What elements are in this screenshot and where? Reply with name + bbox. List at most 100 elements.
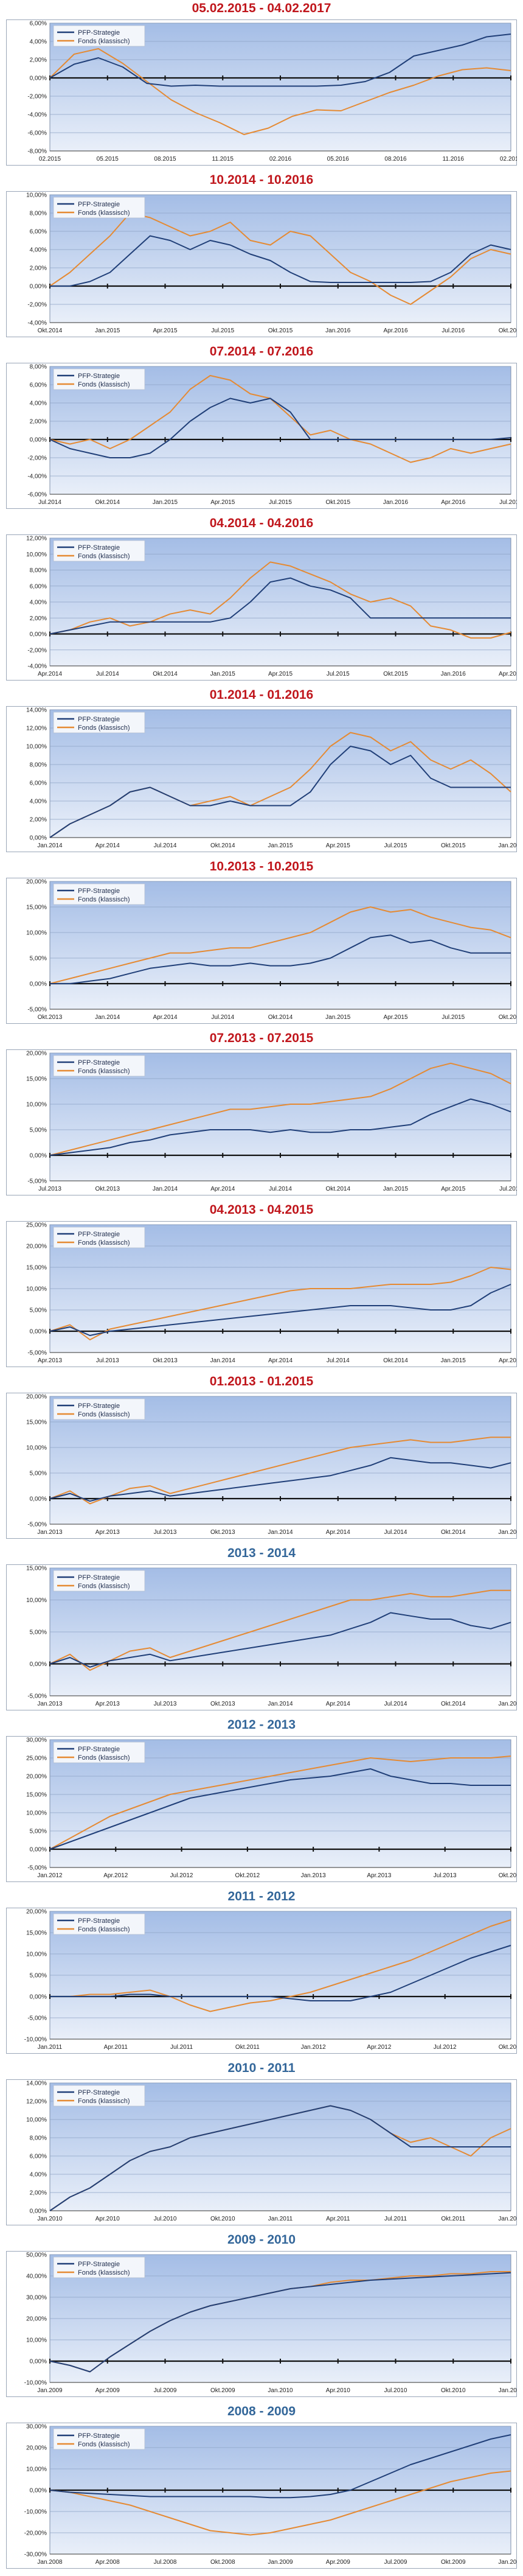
x-tick-label: Apr.2009 <box>95 2387 120 2394</box>
chart-title: 2008 - 2009 <box>227 2404 296 2418</box>
x-tick-label: Okt.2011 <box>235 2044 260 2051</box>
y-tick-label: 0,00% <box>30 437 47 444</box>
y-tick-label: 10,00% <box>26 1597 47 1604</box>
y-tick-label: 0,00% <box>30 284 47 290</box>
legend-label: Fonds (klassisch) <box>78 1754 130 1762</box>
chart-svg: 25,00% 20,00% 15,00% 10,00% 5,00% 0,00% -5,00%… <box>6 1221 517 1367</box>
legend-label: Fonds (klassisch) <box>78 209 130 217</box>
x-tick-label: Jan.2016 <box>498 842 517 849</box>
y-tick-label: 6,00% <box>30 229 47 236</box>
y-tick-label: 12,00% <box>26 536 47 542</box>
x-tick-label: Okt.2014 <box>95 499 120 506</box>
series-line-pfp <box>49 1612 511 1668</box>
chart-title: 10.2014 - 10.2016 <box>209 173 314 187</box>
x-tick-label: Jan.2011 <box>268 2216 293 2222</box>
y-tick-label: 30,00% <box>26 2295 47 2301</box>
y-tick-label: 20,00% <box>26 1394 47 1401</box>
y-tick-label: 15,00% <box>26 1076 47 1083</box>
x-tick-label: Okt.2015 <box>441 842 466 849</box>
y-tick-label: 0,00% <box>30 2208 47 2215</box>
x-tick-label: Okt.2014 <box>210 842 235 849</box>
x-tick-label: Jan.2012 <box>37 1872 63 1879</box>
series-line-pfp <box>50 235 511 287</box>
x-tick-label: Jul.2015 <box>499 1186 517 1192</box>
y-tick-label: -30,00% <box>24 2552 47 2558</box>
y-tick-label: 20,00% <box>26 1244 47 1250</box>
x-tick-label: Okt.2014 <box>268 1014 293 1021</box>
x-tick-label: Apr.2014 <box>38 671 62 677</box>
x-tick-label: 11.2016 <box>443 156 465 163</box>
y-tick-label: 8,00% <box>30 364 47 371</box>
y-tick-label: 10,00% <box>26 2337 47 2344</box>
x-tick-label: Jul.2010 <box>154 2216 177 2222</box>
legend-label: Fonds (klassisch) <box>78 553 130 560</box>
x-tick-label: Apr.2015 <box>210 499 235 506</box>
series-line-pfp <box>50 934 511 984</box>
y-tick-label: -10,00% <box>24 2509 47 2516</box>
legend-label: PFP-Strategie <box>78 2261 120 2268</box>
legend-box <box>53 1913 145 1935</box>
x-tick-label: Jan.2012 <box>498 2216 517 2222</box>
y-tick-label: -2,00% <box>27 647 47 654</box>
legend-label: PFP-Strategie <box>78 544 120 551</box>
y-tick-label: 10,00% <box>26 1102 47 1108</box>
y-tick-label: 10,00% <box>26 192 47 199</box>
chart-panel: 2008 - 2009 30,00% 20,00% 10,00% 0,00% -10,00… <box>0 2403 523 2575</box>
y-tick-label: 0,00% <box>30 75 47 82</box>
x-tick-label: Okt.2014 <box>325 1186 350 1192</box>
x-tick-label: Okt.2010 <box>441 2387 466 2394</box>
y-tick-label: -4,00% <box>27 320 47 327</box>
x-tick-label: Apr.2015 <box>268 671 293 677</box>
y-tick-label: -4,00% <box>27 474 47 480</box>
y-tick-label: -6,00% <box>27 492 47 499</box>
y-tick-label: 20,00% <box>26 1051 47 1057</box>
x-tick-label: Jan.2013 <box>301 1872 327 1879</box>
x-tick-label: Jan.2016 <box>441 671 466 677</box>
x-tick-label: Jul.2014 <box>384 1529 407 1536</box>
y-tick-label: 40,00% <box>26 2273 47 2280</box>
series-line-fonds <box>49 906 511 984</box>
chart-title: 10.2013 - 10.2015 <box>209 859 314 873</box>
series-line-fonds <box>49 1437 511 1505</box>
series-line-pfp <box>49 33 511 87</box>
x-tick-label: Jan.2015 <box>441 1357 466 1364</box>
x-tick-label: Jul.2014 <box>38 499 61 506</box>
chart-title: 2013 - 2014 <box>227 1546 296 1560</box>
y-tick-label: 20,00% <box>26 1909 47 1916</box>
x-tick-label: Apr.2010 <box>95 2216 120 2222</box>
x-tick-label: Jul.2010 <box>384 2387 407 2394</box>
y-tick-label: 4,00% <box>30 401 47 407</box>
chart-svg: 14,00% 12,00% 10,00% 8,00% 6,00% 4,00% 2,00% 0,… <box>6 706 517 852</box>
x-tick-label: 08.2015 <box>154 156 176 163</box>
y-tick-label: 5,00% <box>30 1127 47 1134</box>
y-tick-label: 25,00% <box>26 1755 47 1762</box>
x-tick-label: Jul.2014 <box>384 1701 407 1707</box>
x-tick-label: Jul.2013 <box>434 1872 457 1879</box>
x-tick-label: Jan.2012 <box>301 2044 327 2051</box>
y-tick-label: -10,00% <box>24 2037 47 2043</box>
x-tick-label: Jan.2014 <box>153 1186 178 1192</box>
y-tick-label: 0,00% <box>30 1994 47 2001</box>
y-tick-label: 10,00% <box>26 1445 47 1452</box>
series-line-pfp <box>49 1457 511 1502</box>
x-tick-label: Okt.2012 <box>499 2044 517 2051</box>
x-tick-label: 05.2015 <box>97 156 119 163</box>
chart-svg: 50,00% 40,00% 30,00% 20,00% 10,00% 0,00% -10,0… <box>6 2251 517 2397</box>
y-tick-label: -10,00% <box>24 2380 47 2387</box>
y-tick-label: 6,00% <box>30 780 47 787</box>
x-tick-label: Jul.2009 <box>154 2387 177 2394</box>
series-line-pfp <box>49 2434 511 2499</box>
x-tick-label: Okt.2015 <box>383 671 408 677</box>
y-tick-label: 2,00% <box>30 2190 47 2197</box>
y-tick-label: -4,00% <box>27 663 47 670</box>
series-line-pfp <box>50 1945 511 2001</box>
x-tick-label: Jan.2015 <box>498 1529 517 1536</box>
x-tick-label: Jan.2011 <box>38 2044 63 2051</box>
y-tick-label: -6,00% <box>27 130 47 137</box>
x-tick-label: Apr.2016 <box>499 671 517 677</box>
legend-label: Fonds (klassisch) <box>78 1411 130 1418</box>
x-tick-label: 11.2015 <box>212 156 234 163</box>
y-tick-label: 4,00% <box>30 799 47 805</box>
y-tick-label: 0,00% <box>30 1329 47 1335</box>
y-tick-label: -5,00% <box>27 1522 47 1528</box>
